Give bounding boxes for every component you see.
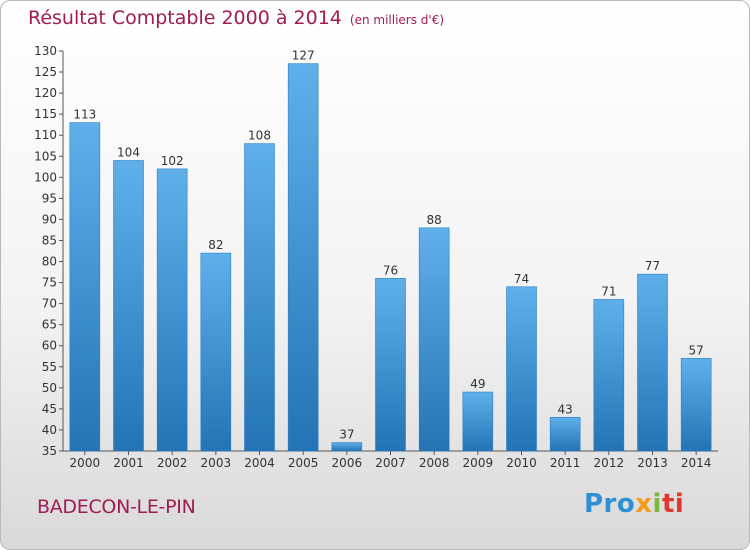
bar — [287, 63, 319, 452]
y-tick-label: 50 — [42, 381, 57, 395]
bar-value-label: 113 — [73, 108, 96, 122]
bar-value-label: 102 — [161, 154, 184, 168]
y-tick-label: 120 — [34, 86, 57, 100]
x-tick-label: 2004 — [244, 456, 275, 470]
x-tick-label: 2005 — [288, 456, 319, 470]
bar-value-label: 108 — [248, 129, 271, 143]
y-tick-label: 40 — [42, 423, 57, 437]
bar — [375, 278, 406, 452]
bar-value-label: 104 — [117, 145, 140, 159]
logo-part-1: Pro — [584, 489, 636, 519]
x-tick-label: 2000 — [70, 456, 101, 470]
x-tick-label: 2013 — [637, 456, 668, 470]
bar — [200, 252, 232, 452]
y-tick-label: 45 — [42, 402, 57, 416]
bar-value-label: 82 — [208, 238, 223, 252]
bar-value-label: 74 — [514, 272, 529, 286]
y-tick-label: 80 — [42, 255, 57, 269]
bar — [549, 417, 581, 452]
bar — [113, 160, 144, 452]
y-tick-label: 125 — [34, 65, 57, 79]
x-tick-label: 2014 — [681, 456, 712, 470]
bar — [680, 358, 712, 452]
x-tick-label: 2008 — [419, 456, 450, 470]
bar-value-label: 127 — [292, 49, 315, 63]
x-tick-label: 2012 — [594, 456, 625, 470]
bar — [156, 168, 188, 452]
bar — [506, 286, 537, 452]
bar — [637, 273, 668, 452]
bar — [244, 143, 275, 452]
y-tick-label: 95 — [42, 191, 57, 205]
bar — [593, 299, 625, 452]
x-tick-label: 2007 — [375, 456, 406, 470]
bar-value-label: 76 — [383, 263, 398, 277]
bar-value-label: 43 — [558, 402, 573, 416]
bar — [331, 442, 363, 452]
bar-value-label: 88 — [427, 213, 442, 227]
x-tick-label: 2010 — [506, 456, 537, 470]
logo-part-3: i — [652, 489, 662, 519]
x-tick-label: 2006 — [332, 456, 363, 470]
bar-value-label: 49 — [470, 377, 485, 391]
bar — [418, 227, 450, 452]
commune-name: BADECON-LE-PIN — [37, 496, 196, 518]
bar-value-label: 77 — [645, 259, 660, 273]
x-tick-label: 2001 — [113, 456, 144, 470]
x-tick-label: 2003 — [201, 456, 232, 470]
y-tick-label: 55 — [42, 360, 57, 374]
y-tick-label: 35 — [42, 444, 57, 458]
y-tick-label: 105 — [34, 149, 57, 163]
x-tick-label: 2011 — [550, 456, 581, 470]
proxiti-logo: Proxiti — [584, 489, 684, 519]
logo-part-2: x — [635, 489, 653, 519]
chart-title-text: Résultat Comptable 2000 à 2014 — [28, 7, 342, 29]
x-tick-label: 2009 — [463, 456, 494, 470]
y-tick-label: 60 — [42, 339, 57, 353]
logo-part-4: ti — [661, 489, 685, 519]
y-tick-label: 75 — [42, 276, 57, 290]
chart-title: Résultat Comptable 2000 à 2014 (en millie… — [28, 7, 444, 29]
y-tick-label: 115 — [34, 107, 57, 121]
y-tick-label: 65 — [42, 318, 57, 332]
bar — [462, 391, 494, 452]
y-tick-label: 90 — [42, 212, 57, 226]
y-tick-label: 130 — [34, 44, 57, 58]
y-tick-label: 85 — [42, 233, 57, 247]
chart-subtitle: (en milliers d'€) — [349, 13, 445, 27]
y-tick-label: 70 — [42, 297, 57, 311]
y-tick-label: 110 — [34, 128, 57, 142]
x-tick-label: 2002 — [157, 456, 188, 470]
bar-value-label: 71 — [601, 284, 616, 298]
bar-value-label: 57 — [689, 343, 704, 357]
bar-value-label: 37 — [339, 428, 354, 442]
bar — [69, 122, 101, 452]
y-tick-label: 100 — [34, 170, 57, 184]
